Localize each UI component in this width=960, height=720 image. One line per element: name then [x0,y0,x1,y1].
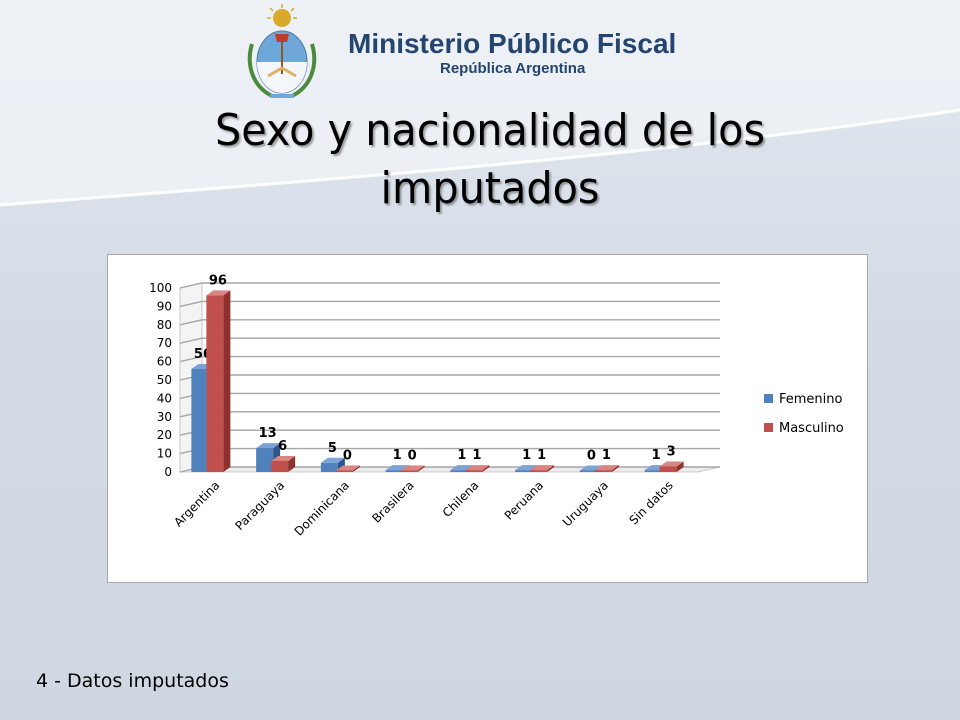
y-tick-label: 10 [157,447,172,461]
data-label: 1 [457,448,466,463]
bar-masculino [271,460,289,472]
data-label: 6 [278,439,287,454]
bar-femenino [385,470,403,472]
x-category-label: Sin datos [627,478,676,527]
x-category-label: Argentina [171,478,222,529]
bar-femenino [191,368,209,472]
data-label: 1 [522,448,531,463]
bar-masculino [594,470,612,472]
bar-masculino [206,295,224,472]
data-label: 0 [343,449,352,464]
bar-side [547,465,555,472]
data-label: 0 [587,449,596,464]
bar-top [400,465,425,471]
bar-top [594,465,619,471]
bar-top [530,465,555,471]
legend-swatch-femenino [764,394,773,403]
x-category-label: Uruguaya [560,478,611,529]
bar-chart: 01020304050607080901005696Argentina136Pa… [149,273,844,538]
legend-label-femenino: Femenino [779,392,843,407]
bar-side [352,465,360,472]
bar-side [611,465,619,472]
slide-title: Sexo y nacionalidad de los imputados [161,102,819,218]
data-label: 96 [209,273,227,288]
gridline [179,355,720,363]
y-tick-label: 20 [157,428,172,442]
gridline [179,319,720,326]
org-name: Ministerio Público Fiscal [348,28,677,59]
data-label: 1 [602,448,611,463]
bar-top [465,465,490,471]
bar-masculino [530,470,548,472]
bar-femenino [644,470,662,472]
y-tick-label: 0 [164,465,172,479]
bar-side [676,461,684,472]
bar-side [223,290,231,472]
x-category-label: Dominicana [292,478,352,538]
gridline [179,337,720,344]
bar-masculino [335,470,353,472]
data-label: 1 [537,448,546,463]
bar-femenino [579,470,597,472]
data-label: 13 [259,426,277,441]
y-tick-label: 60 [157,355,172,369]
bar-femenino [450,470,468,472]
data-label: 3 [667,444,676,459]
x-category-label: Peruana [502,478,547,523]
x-category-label: Chilena [440,478,482,520]
bar-masculino [465,470,483,472]
slide-title-line1: Sexo y nacionalidad de los [214,105,766,156]
x-category-label: Brasilera [369,478,416,525]
data-label: 1 [652,448,661,463]
legend-label-masculino: Masculino [779,421,844,436]
bar-top [659,461,684,467]
slide-title-line2: imputados [380,163,600,214]
bar-top [256,443,281,449]
y-tick-label: 90 [157,299,172,313]
bar-femenino [256,448,274,472]
y-tick-label: 70 [157,336,172,350]
gridline [179,411,720,418]
bar-side [288,455,296,472]
bar-femenino [515,470,533,472]
bar-masculino [400,470,418,472]
legend-swatch-masculino [764,423,773,432]
bar-femenino [320,462,338,472]
coat-of-arms-logo [247,4,317,98]
y-tick-label: 100 [149,281,172,295]
org-subtitle: República Argentina [440,60,586,77]
gridline [179,300,720,308]
data-label: 1 [393,448,402,463]
data-label: 0 [408,449,417,464]
gridline [179,282,720,289]
x-category-label: Paraguaya [233,478,288,533]
bar-side [482,465,490,472]
y-tick-label: 80 [157,318,172,332]
bar-top [206,290,231,296]
background-swoosh [0,0,960,207]
chart-container: 0 10 20 30 40 50 60 70 80 90 100 56 96 Argentina 13 6 Pa… [107,254,868,583]
data-label: 5 [328,441,337,456]
bar-top [320,457,345,463]
y-tick-label: 30 [157,410,172,424]
y-tick-label: 50 [157,373,172,387]
footer-text: 4 - Datos imputados [36,670,229,692]
bar-masculino [659,466,677,472]
y-tick-label: 40 [157,391,172,405]
gridline [179,392,720,400]
bar-top [271,455,296,461]
bar-top [335,465,360,471]
data-label: 1 [472,448,481,463]
gridline [179,374,720,381]
bar-side [417,465,425,472]
